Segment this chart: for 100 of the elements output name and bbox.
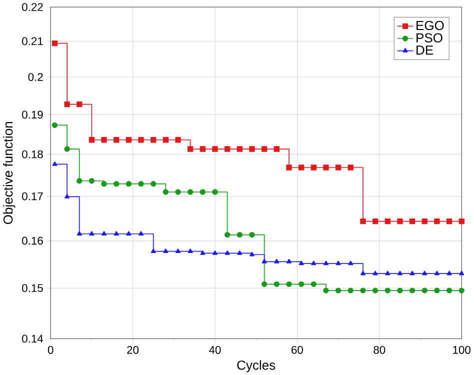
point bbox=[422, 287, 428, 294]
point bbox=[335, 287, 342, 294]
point bbox=[323, 164, 329, 170]
point bbox=[360, 287, 366, 294]
y-tick-label: 0.22 bbox=[22, 2, 43, 11]
point bbox=[188, 188, 194, 195]
point bbox=[274, 258, 280, 264]
point bbox=[64, 146, 70, 152]
point bbox=[200, 250, 206, 255]
point bbox=[76, 101, 82, 107]
point bbox=[150, 180, 156, 186]
point bbox=[286, 281, 292, 287]
point bbox=[224, 232, 230, 238]
point bbox=[126, 136, 132, 142]
point bbox=[410, 270, 415, 275]
point bbox=[360, 218, 366, 224]
point bbox=[212, 188, 218, 195]
point bbox=[274, 146, 280, 152]
x-tick-label: 80 bbox=[374, 346, 386, 354]
point bbox=[237, 250, 242, 255]
point bbox=[434, 270, 440, 275]
point bbox=[310, 281, 316, 287]
point bbox=[52, 161, 58, 166]
point bbox=[200, 146, 206, 152]
legend-label: EGO bbox=[416, 20, 444, 30]
point bbox=[64, 194, 70, 198]
point bbox=[76, 230, 82, 236]
point bbox=[138, 230, 144, 236]
y-tick-label: 0.15 bbox=[22, 284, 43, 292]
point bbox=[348, 287, 354, 294]
y-axis-title: Objective function bbox=[3, 122, 16, 224]
point bbox=[212, 146, 218, 152]
point bbox=[336, 260, 341, 265]
y-tick-label: 0.16 bbox=[22, 236, 43, 244]
point bbox=[384, 287, 390, 294]
point bbox=[126, 180, 132, 186]
point bbox=[138, 136, 144, 142]
point bbox=[162, 188, 169, 195]
x-tick-label: 40 bbox=[209, 346, 221, 354]
point bbox=[360, 270, 366, 275]
point bbox=[446, 287, 452, 294]
point bbox=[446, 218, 452, 224]
point bbox=[286, 164, 292, 170]
point bbox=[64, 101, 70, 107]
point bbox=[384, 218, 390, 224]
point bbox=[311, 260, 316, 265]
y-tick-label: 0.19 bbox=[22, 110, 43, 118]
point bbox=[348, 164, 354, 170]
point bbox=[422, 270, 428, 275]
y-tick-label: 0.18 bbox=[22, 150, 43, 158]
y-tick-label: 0.21 bbox=[22, 37, 43, 45]
point bbox=[446, 270, 452, 275]
point bbox=[76, 178, 82, 184]
point bbox=[298, 164, 304, 170]
point bbox=[163, 248, 168, 253]
point bbox=[397, 218, 403, 224]
point bbox=[323, 287, 329, 294]
point bbox=[236, 146, 242, 152]
point bbox=[409, 287, 416, 294]
point bbox=[138, 180, 144, 186]
point bbox=[434, 218, 440, 224]
point bbox=[323, 260, 328, 265]
point bbox=[224, 250, 230, 255]
point bbox=[298, 281, 304, 287]
point bbox=[188, 146, 194, 152]
point bbox=[249, 146, 255, 152]
point bbox=[409, 218, 416, 224]
y-tick-label: 0.17 bbox=[22, 192, 43, 200]
point bbox=[385, 270, 390, 275]
point bbox=[176, 248, 181, 253]
legend-label: DE bbox=[416, 45, 434, 54]
point bbox=[422, 218, 428, 224]
point bbox=[372, 218, 378, 224]
point bbox=[397, 287, 403, 294]
point bbox=[175, 136, 181, 142]
point bbox=[114, 136, 120, 142]
point bbox=[310, 164, 316, 170]
point bbox=[286, 258, 292, 264]
point bbox=[114, 180, 120, 186]
x-tick-label: 60 bbox=[292, 346, 303, 354]
point bbox=[88, 136, 95, 142]
x-tick-label: 20 bbox=[127, 346, 139, 354]
point bbox=[212, 250, 218, 255]
x-axis-title: Cycles bbox=[237, 360, 276, 372]
legend-label: PSO bbox=[416, 33, 442, 42]
point bbox=[261, 281, 268, 287]
point bbox=[236, 232, 242, 238]
point bbox=[458, 218, 464, 224]
point bbox=[52, 122, 58, 128]
point bbox=[126, 230, 132, 236]
point bbox=[261, 146, 268, 152]
point bbox=[335, 164, 342, 170]
x-tick-label: 100 bbox=[453, 346, 470, 354]
point bbox=[397, 270, 402, 275]
point bbox=[150, 248, 156, 253]
point bbox=[102, 230, 107, 236]
point bbox=[89, 230, 94, 236]
point bbox=[348, 260, 354, 265]
point bbox=[372, 287, 378, 294]
point bbox=[434, 287, 440, 294]
